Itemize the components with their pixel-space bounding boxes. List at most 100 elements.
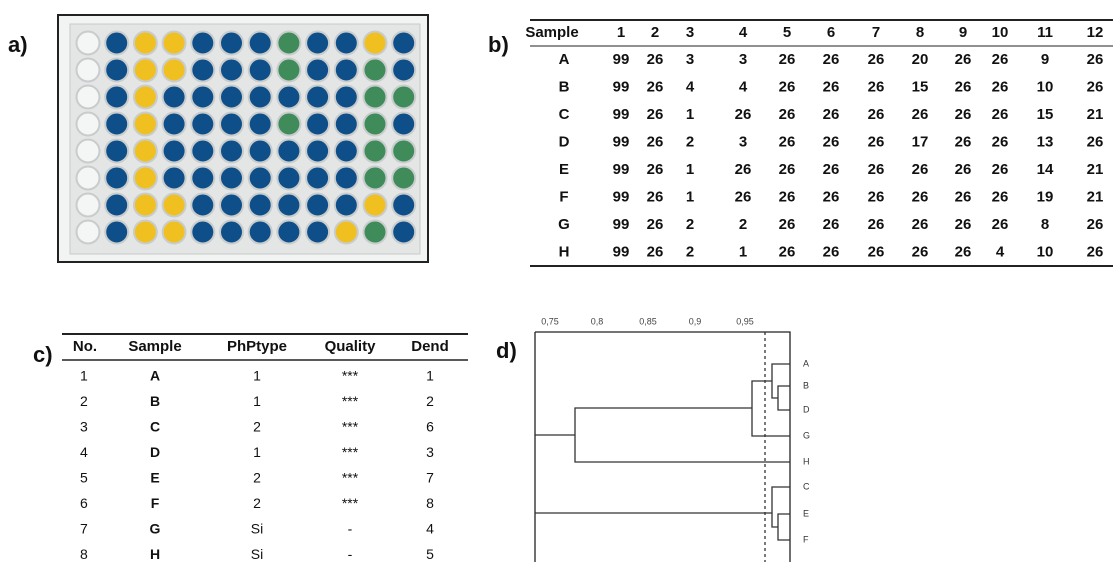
well — [335, 113, 358, 136]
table-cell: 26 — [868, 106, 885, 123]
table-cell: 1 — [686, 161, 694, 178]
well — [364, 194, 387, 217]
table-cell: 26 — [1087, 51, 1104, 68]
table-cell: 3 — [739, 51, 747, 68]
leaf-label: B — [803, 380, 809, 390]
table-cell: 26 — [735, 106, 752, 123]
table-cell: 5 — [80, 470, 88, 486]
well — [364, 86, 387, 109]
table-cell: 99 — [613, 133, 630, 150]
table-cell: *** — [342, 495, 359, 511]
table-cell: A — [150, 368, 160, 384]
table-cell: 3 — [686, 51, 694, 68]
well — [134, 221, 157, 244]
well — [163, 113, 186, 136]
well — [277, 194, 300, 217]
axis-tick-label: 0,75 — [541, 316, 559, 326]
table-cell: 26 — [912, 216, 929, 233]
well — [306, 113, 329, 136]
leaf-label: D — [803, 404, 810, 414]
well — [249, 86, 272, 109]
dendro-branches — [535, 364, 790, 462]
table-cell: 3 — [80, 419, 88, 435]
column-header: 7 — [872, 24, 880, 41]
well — [191, 32, 214, 55]
leaf-label: C — [803, 481, 810, 491]
table-cell: 99 — [613, 188, 630, 205]
table-cell: 26 — [647, 133, 664, 150]
table-cell: 26 — [955, 188, 972, 205]
table-cell: B — [559, 78, 570, 95]
table-cell: 4 — [80, 444, 88, 460]
leaf-label: F — [803, 534, 809, 544]
well — [134, 140, 157, 163]
table-cell: 26 — [779, 243, 796, 260]
table-cell: C — [150, 419, 160, 435]
well — [364, 59, 387, 82]
dendrogram — [535, 332, 790, 562]
table-cell: 10 — [1037, 78, 1054, 95]
table-cell: 26 — [1087, 243, 1104, 260]
table-cell: *** — [342, 419, 359, 435]
plate-body — [70, 24, 420, 254]
well — [105, 113, 128, 136]
well — [335, 194, 358, 217]
table-cell: 2 — [253, 470, 261, 486]
table-cell: E — [559, 161, 569, 178]
well — [77, 140, 100, 163]
table-cell: 26 — [868, 133, 885, 150]
table-cell: 26 — [823, 188, 840, 205]
table-cell: 26 — [823, 133, 840, 150]
table-cell: Si — [251, 521, 263, 537]
table-cell: 20 — [912, 51, 929, 68]
table-cell: 21 — [1087, 188, 1104, 205]
well — [277, 167, 300, 190]
well — [191, 86, 214, 109]
table-cell: 3 — [739, 133, 747, 150]
table-cell: 6 — [426, 419, 434, 435]
well — [105, 140, 128, 163]
panel-label: b) — [488, 32, 509, 57]
table-cell: 26 — [647, 51, 664, 68]
table-cell: 26 — [647, 243, 664, 260]
table-cell: 7 — [426, 470, 434, 486]
table-cell: 8 — [80, 546, 88, 562]
table-cell: 2 — [253, 419, 261, 435]
well — [77, 221, 100, 244]
well — [163, 32, 186, 55]
well — [191, 113, 214, 136]
dendro-frame — [535, 332, 790, 562]
table-cell: *** — [342, 444, 359, 460]
table-cell: 99 — [613, 161, 630, 178]
well — [277, 86, 300, 109]
table-cell: 26 — [779, 133, 796, 150]
well — [392, 194, 415, 217]
table-cell: 26 — [823, 78, 840, 95]
table-cell: 15 — [1037, 106, 1054, 123]
table-cell: *** — [342, 393, 359, 409]
well — [77, 194, 100, 217]
table-cell: H — [150, 546, 160, 562]
well — [277, 32, 300, 55]
table-cell: 1 — [253, 444, 261, 460]
table-cell: 2 — [686, 133, 694, 150]
column-header: 4 — [739, 24, 748, 41]
well — [191, 140, 214, 163]
column-header: 11 — [1037, 24, 1053, 41]
well — [220, 113, 243, 136]
table-cell: 26 — [779, 161, 796, 178]
table-cell: 99 — [613, 51, 630, 68]
well — [220, 59, 243, 82]
table-cell: 26 — [647, 78, 664, 95]
table-cell: 17 — [912, 133, 929, 150]
table-cell: - — [348, 546, 353, 562]
table-cell: D — [559, 133, 570, 150]
table-cell: 1 — [253, 368, 261, 384]
well — [249, 167, 272, 190]
well — [77, 167, 100, 190]
well — [306, 86, 329, 109]
well — [306, 59, 329, 82]
panel-label: c) — [33, 342, 53, 367]
table-cell: 14 — [1037, 161, 1054, 178]
table-cell: 1 — [686, 188, 694, 205]
